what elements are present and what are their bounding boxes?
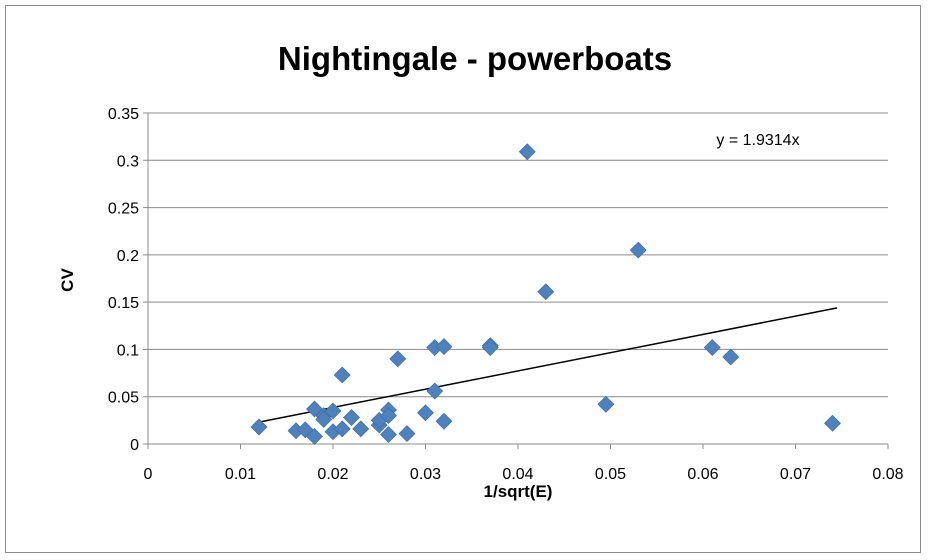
data-point — [824, 414, 841, 432]
data-point — [250, 418, 268, 436]
y-tick-label: 0.1 — [117, 342, 139, 359]
data-point — [481, 339, 499, 356]
data-point — [629, 241, 647, 259]
x-axis-title: 1/sqrt(E) — [484, 482, 553, 501]
y-tick-label: 0 — [130, 437, 139, 454]
y-tick-label: 0.2 — [117, 248, 139, 265]
data-point — [722, 348, 740, 366]
x-tick-label: 0.08 — [872, 466, 903, 483]
data-point — [537, 283, 555, 301]
data-point — [435, 412, 453, 430]
data-point — [703, 339, 721, 356]
x-tick-label: 0.06 — [687, 466, 718, 483]
data-point — [343, 409, 360, 426]
chart-title: Nightingale - powerboats — [278, 40, 672, 77]
axes — [143, 112, 889, 449]
data-point — [324, 402, 342, 420]
y-tick-label: 0.3 — [117, 153, 139, 170]
data-point — [435, 338, 453, 356]
data-point — [380, 426, 397, 443]
data-point — [518, 143, 536, 161]
x-tick-label: 0 — [144, 466, 153, 483]
data-point — [352, 420, 370, 438]
x-tick-label: 0.01 — [225, 466, 256, 483]
data-point — [389, 350, 407, 368]
data-point — [333, 366, 351, 384]
data-point — [417, 404, 434, 422]
trendline-equation: y = 1.9314x — [716, 132, 799, 149]
x-tick-labels: 0 0.01 0.02 0.03 0.04 0.05 0.06 0.07 0.08 — [144, 466, 904, 483]
chart-frame — [5, 5, 921, 553]
y-tick-labels: 0 0.05 0.1 0.15 0.2 0.25 0.3 0.35 — [108, 106, 139, 454]
trendline — [258, 307, 838, 423]
x-tick-label: 0.07 — [780, 466, 811, 483]
y-tick-label: 0.05 — [108, 390, 139, 407]
y-tick-label: 0.25 — [108, 201, 139, 218]
data-point — [333, 420, 351, 438]
trendline-layer — [258, 307, 838, 423]
y-tick-label: 0.35 — [108, 106, 139, 123]
data-point — [380, 407, 397, 425]
data-point — [315, 410, 333, 428]
x-tick-label: 0.05 — [595, 466, 626, 483]
y-tick-label: 0.15 — [108, 295, 139, 312]
x-tick-label: 0.04 — [502, 466, 533, 483]
data-point — [398, 425, 416, 443]
x-tick-label: 0.03 — [410, 466, 441, 483]
y-axis-title: CV — [58, 268, 77, 292]
data-point — [306, 428, 323, 445]
data-point — [597, 395, 615, 413]
data-points — [250, 143, 841, 445]
data-point — [426, 382, 444, 400]
gridlines — [148, 112, 888, 398]
x-tick-label: 0.02 — [317, 466, 348, 483]
